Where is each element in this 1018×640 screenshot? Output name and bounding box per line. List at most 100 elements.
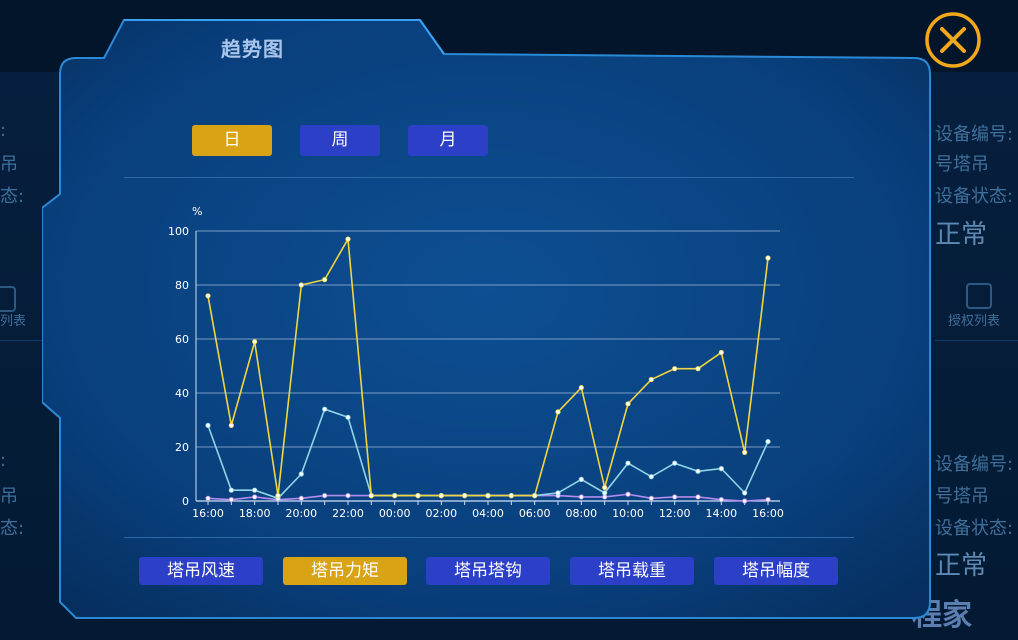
data-point <box>578 494 584 500</box>
data-point <box>322 492 328 499</box>
data-point <box>368 492 374 499</box>
data-point <box>345 414 351 420</box>
bg-label: 设备编号: <box>935 454 1014 475</box>
bg-label: 态: <box>0 186 25 207</box>
data-point <box>602 490 608 496</box>
data-point <box>252 339 258 345</box>
x-tick-label: 22:00 <box>332 507 364 520</box>
y-axis-label: % <box>192 205 202 218</box>
data-point <box>532 492 538 499</box>
data-point <box>508 492 514 499</box>
data-point <box>578 384 584 391</box>
y-tick-label: 80 <box>175 279 189 292</box>
data-point <box>742 490 748 496</box>
period-tab-week[interactable]: 周 <box>300 125 380 156</box>
document-icon <box>966 283 992 309</box>
series-line <box>207 236 769 497</box>
y-tick-label: 0 <box>182 495 189 508</box>
bg-label: : <box>0 120 7 141</box>
data-point <box>742 498 748 504</box>
data-point <box>298 471 304 477</box>
list-icon <box>0 286 16 312</box>
y-tick-label: 20 <box>175 441 189 454</box>
data-point <box>392 492 398 499</box>
data-point <box>298 495 304 501</box>
data-point <box>555 490 561 496</box>
bg-label: 设备编号: <box>935 124 1014 145</box>
data-point <box>625 401 631 407</box>
metric-tab-load[interactable]: 塔吊载重 <box>570 557 694 585</box>
metric-tab-wind-speed[interactable]: 塔吊风速 <box>139 557 263 585</box>
data-point <box>298 282 304 288</box>
y-tick-label: 100 <box>168 225 189 238</box>
data-point <box>625 460 631 466</box>
data-point <box>648 474 654 480</box>
data-point <box>275 492 281 499</box>
series-line <box>207 408 769 500</box>
data-point <box>648 376 654 383</box>
x-tick-label: 08:00 <box>565 507 597 520</box>
data-point <box>228 487 234 493</box>
data-point <box>252 487 258 493</box>
divider-bottom <box>124 537 854 538</box>
bg-label: 号塔吊 <box>935 486 989 507</box>
period-tab-day[interactable]: 日 <box>192 125 272 156</box>
data-point <box>252 494 258 500</box>
bg-status: 正常 <box>935 220 988 250</box>
data-point <box>765 255 771 261</box>
x-tick-label: 04:00 <box>472 507 504 520</box>
data-point <box>485 492 491 499</box>
data-point <box>695 366 701 372</box>
data-point <box>438 492 444 499</box>
data-point <box>322 406 328 412</box>
data-point <box>322 276 328 283</box>
data-point <box>765 497 771 503</box>
data-point <box>672 494 678 500</box>
bg-status: 正常 <box>935 551 988 581</box>
metric-tab-amplitude[interactable]: 塔吊幅度 <box>714 557 838 585</box>
divider-top <box>124 177 854 178</box>
data-point <box>228 497 234 503</box>
x-tick-label: 02:00 <box>425 507 457 520</box>
metric-tab-hook[interactable]: 塔吊塔钩 <box>426 557 550 585</box>
modal-frame <box>42 19 931 619</box>
data-point <box>625 491 631 497</box>
bg-link: 授权列表 <box>948 314 1001 329</box>
x-tick-label: 20:00 <box>285 507 317 520</box>
data-point <box>648 495 654 501</box>
trend-modal <box>42 18 936 622</box>
bg-label: 态: <box>0 518 25 539</box>
data-point <box>695 494 701 500</box>
x-tick-label: 18:00 <box>239 507 271 520</box>
data-point <box>345 492 351 499</box>
bg-label: 号塔吊 <box>935 154 989 175</box>
close-circle-x-icon <box>925 12 981 68</box>
y-tick-label: 40 <box>175 387 189 400</box>
bg-label: 设备状态: <box>935 518 1014 539</box>
period-tab-month[interactable]: 月 <box>408 125 488 156</box>
y-tick-label: 60 <box>175 333 189 346</box>
data-point <box>462 492 468 499</box>
close-button[interactable] <box>925 12 981 68</box>
bg-label: 吊 <box>0 486 18 507</box>
data-point <box>672 460 678 466</box>
bg-label: 设备状态: <box>935 186 1014 207</box>
data-point <box>345 236 351 242</box>
data-point <box>205 495 211 501</box>
data-point <box>718 349 724 356</box>
modal-title: 趋势图 <box>221 37 284 61</box>
x-tick-label: 12:00 <box>659 507 691 520</box>
bg-divider <box>935 340 1018 341</box>
data-point <box>205 293 211 299</box>
data-point <box>228 422 234 428</box>
x-tick-label: 10:00 <box>612 507 644 520</box>
data-point <box>695 468 701 474</box>
data-point <box>672 366 678 372</box>
x-tick-label: 16:00 <box>752 507 784 520</box>
metric-tab-torque[interactable]: 塔吊力矩 <box>283 557 407 585</box>
x-tick-label: 14:00 <box>705 507 737 520</box>
data-point <box>718 465 724 472</box>
data-point <box>578 476 584 482</box>
bg-label: : <box>0 450 7 471</box>
